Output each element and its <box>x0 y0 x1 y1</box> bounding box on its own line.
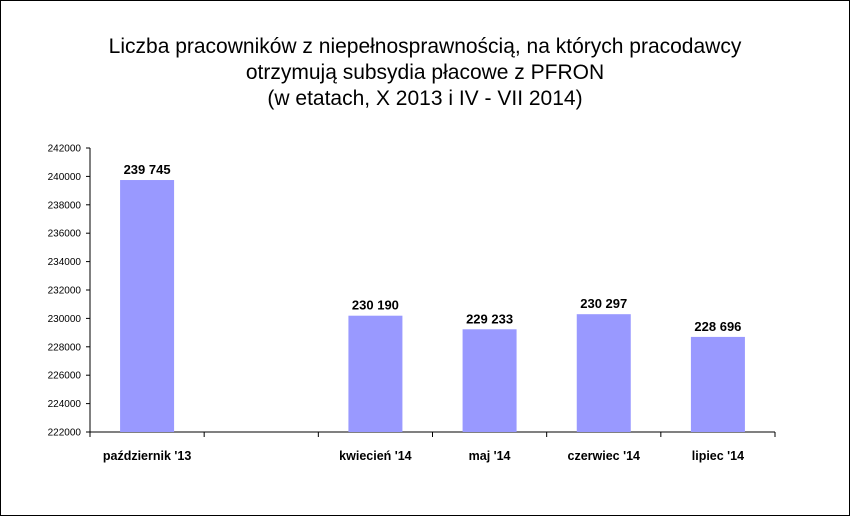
bar <box>120 180 175 432</box>
chart-title: Liczba pracowników z niepełnosprawnością… <box>0 34 850 112</box>
y-tick-label: 222000 <box>48 428 82 439</box>
bar <box>690 336 745 432</box>
data-label: 230 190 <box>352 298 399 313</box>
data-labels: 239 745 230 190 229 233 230 297 228 696 <box>124 162 742 334</box>
bar-series <box>120 180 745 432</box>
y-axis: 222000 224000 226000 228000 230000 232000 2340… <box>48 144 91 439</box>
y-tick-label: 228000 <box>48 342 82 353</box>
y-tick-label: 224000 <box>48 399 82 410</box>
x-category-label: październik '13 <box>103 449 191 463</box>
y-tick-label: 226000 <box>48 371 82 382</box>
y-tick-label: 238000 <box>48 200 82 211</box>
chart-title-line-3: (w etatach, X 2013 i IV - VII 2014) <box>267 87 583 110</box>
data-label: 228 696 <box>694 319 741 334</box>
y-tick-label: 232000 <box>48 286 82 297</box>
bar <box>576 314 631 432</box>
y-tick-label: 236000 <box>48 229 82 240</box>
y-tick-label: 230000 <box>48 314 82 325</box>
data-label: 239 745 <box>124 162 171 177</box>
bar <box>462 329 517 432</box>
data-label: 230 297 <box>580 296 627 311</box>
x-axis: październik '13 kwiecień '14 maj '14 czerwi… <box>89 431 776 463</box>
chart-title-line-2: otrzymują subsydia płacowe z PFRON <box>245 61 605 84</box>
y-tick-label: 242000 <box>48 144 82 155</box>
x-category-label: czerwiec '14 <box>568 449 641 463</box>
y-tick-label: 234000 <box>48 257 82 268</box>
data-label: 229 233 <box>466 311 513 326</box>
x-category-label: kwiecień '14 <box>339 449 412 463</box>
x-category-label: maj '14 <box>469 449 511 463</box>
bar <box>348 315 403 432</box>
x-category-label: lipiec '14 <box>692 449 744 463</box>
y-tick-label: 240000 <box>48 172 82 183</box>
chart-title-line-1: Liczba pracowników z niepełnosprawnością… <box>108 35 742 58</box>
